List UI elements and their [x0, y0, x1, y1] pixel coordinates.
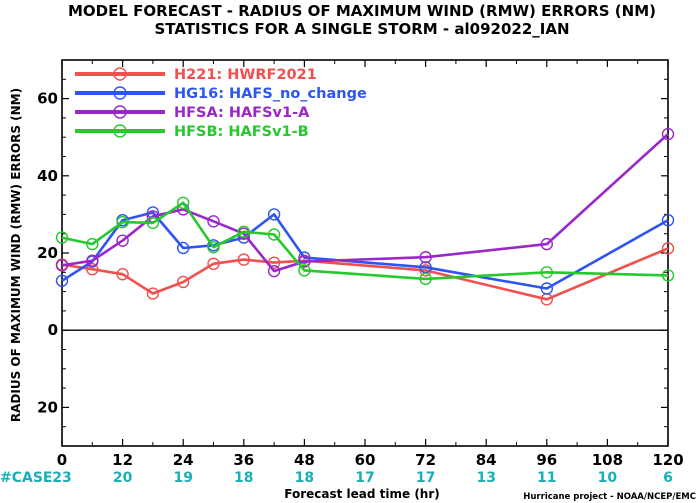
- legend-label: H221: HWRF2021: [174, 67, 317, 83]
- x-tick-label: 72: [415, 451, 436, 469]
- legend-marker: [113, 124, 127, 138]
- data-point: [298, 251, 311, 264]
- data-point: [540, 237, 553, 251]
- data-point: [267, 208, 281, 221]
- case-count: 18: [295, 470, 314, 486]
- data-point: [419, 264, 432, 277]
- case-count: 17: [416, 470, 435, 486]
- credit-text: Hurricane project - NOAA/NCEP/EMC: [523, 492, 696, 502]
- plot-frame: [61, 59, 669, 447]
- legend-label: HFSB: HAFSv1-B: [174, 124, 309, 140]
- data-point: [207, 257, 220, 271]
- case-count: 18: [234, 470, 253, 486]
- data-point: [86, 237, 99, 251]
- case-count: 23: [52, 470, 71, 486]
- case-count: 19: [173, 470, 192, 486]
- data-point: [116, 234, 129, 247]
- case-count: 11: [537, 470, 556, 486]
- data-point: [116, 215, 129, 229]
- series-4: [55, 196, 675, 286]
- legend-label: HFSA: HAFSv1-A: [174, 105, 310, 121]
- data-point: [267, 264, 281, 278]
- data-point: [116, 268, 129, 281]
- data-point: [661, 213, 675, 227]
- data-point: [207, 241, 220, 254]
- data-point: [176, 241, 190, 255]
- plot-area: 6040200200231220241936184818601772178413…: [37, 59, 684, 486]
- data-point: [298, 255, 311, 268]
- x-tick-label: 60: [355, 451, 376, 469]
- case-count: 17: [355, 470, 374, 486]
- data-point: [176, 275, 190, 289]
- data-point: [237, 253, 251, 266]
- data-point: [207, 215, 220, 228]
- data-point: [419, 251, 432, 264]
- x-tick-label: 48: [294, 451, 315, 469]
- data-point: [661, 242, 675, 255]
- x-axis-label: Forecast lead time (hr): [284, 487, 440, 501]
- case-count: 20: [113, 470, 133, 486]
- data-point: [146, 216, 160, 230]
- data-point: [298, 264, 311, 277]
- legend: H221: HWRF2021 HG16: HAFS_no_change HFSA: …: [75, 67, 367, 140]
- data-point: [86, 254, 99, 267]
- data-point: [55, 274, 69, 287]
- y-tick-label: 0: [48, 321, 58, 339]
- data-point: [176, 196, 190, 210]
- x-tick-label: 84: [476, 451, 497, 469]
- data-point: [661, 269, 675, 282]
- case-label: #CASE: [0, 470, 53, 486]
- y-tick-label: 20: [37, 398, 58, 416]
- y-axis-label: RADIUS OF MAXIMUM WIND (RMW) ERRORS (NM): [9, 88, 23, 422]
- case-count: 6: [663, 470, 673, 486]
- legend-marker: [113, 105, 127, 119]
- legend-marker: [113, 67, 127, 81]
- data-point: [661, 127, 675, 141]
- x-tick-label: 36: [233, 451, 254, 469]
- data-point: [237, 225, 251, 238]
- case-count: 10: [598, 470, 618, 486]
- data-point: [146, 287, 160, 300]
- chart-title-line2: STATISTICS FOR A SINGLE STORM - al092022…: [155, 20, 570, 38]
- x-tick-label: 24: [173, 451, 194, 469]
- data-point: [55, 259, 69, 272]
- chart-title-line1: MODEL FORECAST - RADIUS OF MAXIMUM WIND …: [68, 2, 656, 20]
- data-point: [267, 228, 281, 241]
- series-line: [61, 133, 669, 273]
- series-1: [55, 242, 675, 306]
- y-tick-label: 60: [37, 90, 58, 108]
- data-point: [55, 231, 69, 244]
- series-line: [61, 201, 669, 281]
- x-tick-label: 12: [112, 451, 133, 469]
- data-point: [419, 272, 432, 286]
- data-point: [540, 266, 553, 279]
- legend-marker: [113, 86, 127, 100]
- x-tick-label: 96: [536, 451, 557, 469]
- data-point: [86, 263, 99, 276]
- x-tick-label: 108: [592, 451, 623, 469]
- data-point: [540, 282, 553, 295]
- legend-label: HG16: HAFS_no_change: [174, 86, 367, 102]
- y-tick-label: 40: [37, 167, 58, 185]
- case-count: 13: [476, 470, 495, 486]
- y-tick-label: 20: [37, 244, 58, 262]
- x-tick-label: 0: [57, 451, 67, 469]
- series-3: [55, 127, 675, 278]
- x-tick-label: 120: [652, 451, 683, 469]
